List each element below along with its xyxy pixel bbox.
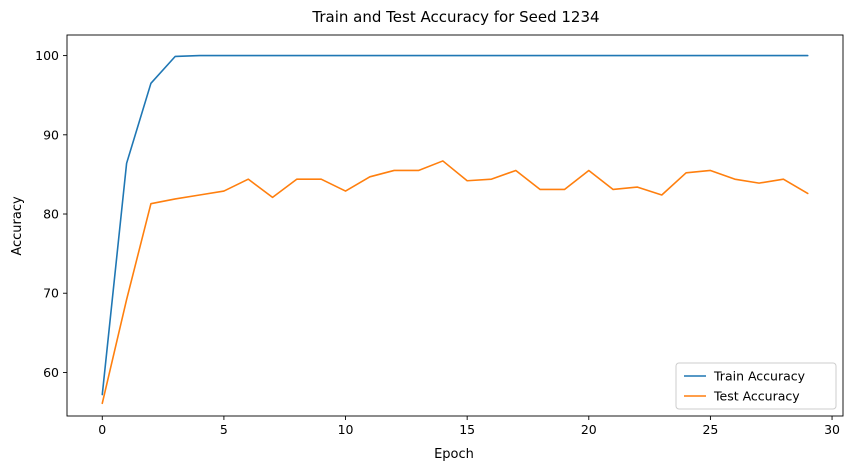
chart-title: Train and Test Accuracy for Seed 1234 bbox=[311, 8, 599, 26]
legend: Train Accuracy Test Accuracy bbox=[675, 362, 837, 410]
legend-label-test-accuracy: Test Accuracy bbox=[713, 389, 800, 404]
x-axis-label: Epoch bbox=[434, 447, 474, 462]
x-tick-label: 10 bbox=[338, 422, 354, 437]
y-tick-label: 60 bbox=[43, 365, 59, 380]
legend-box bbox=[675, 362, 837, 410]
x-tick-label: 0 bbox=[98, 422, 106, 437]
y-tick-label: 100 bbox=[35, 48, 59, 63]
x-tick-label: 30 bbox=[824, 422, 840, 437]
legend-label-train-accuracy: Train Accuracy bbox=[713, 369, 806, 384]
y-axis: 60 70 80 90 100 bbox=[35, 48, 67, 380]
y-axis-label: Accuracy bbox=[10, 196, 25, 256]
x-tick-label: 5 bbox=[220, 422, 228, 437]
series-layer bbox=[101, 54, 809, 405]
series-line-train-accuracy bbox=[101, 54, 809, 396]
x-axis: 0 5 10 15 20 25 30 bbox=[98, 416, 840, 437]
x-tick-label: 20 bbox=[581, 422, 597, 437]
y-tick-label: 70 bbox=[43, 286, 59, 301]
x-tick-label: 25 bbox=[702, 422, 718, 437]
y-tick-label: 90 bbox=[43, 127, 59, 142]
series-line-test-accuracy bbox=[101, 160, 809, 405]
plot-area-frame bbox=[66, 34, 844, 417]
y-tick-label: 80 bbox=[43, 207, 59, 222]
x-tick-label: 15 bbox=[459, 422, 475, 437]
